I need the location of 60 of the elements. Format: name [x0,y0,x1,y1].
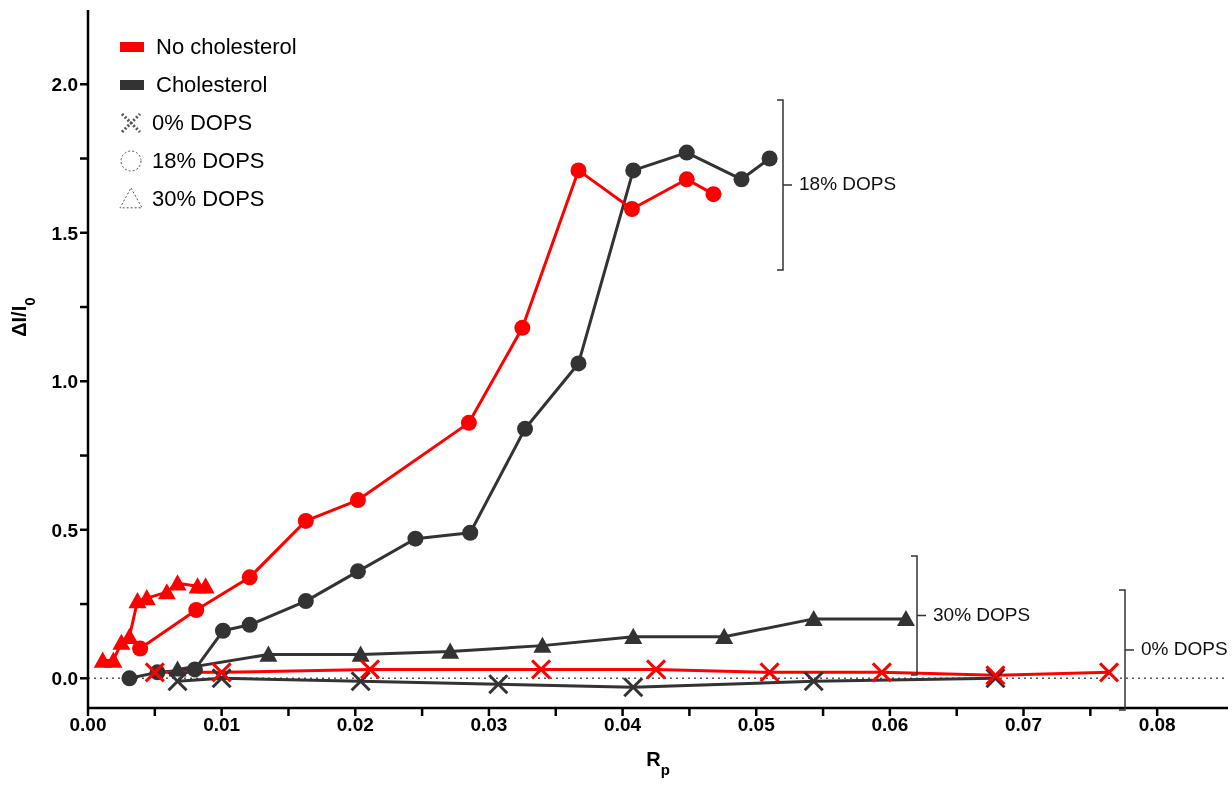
point [241,569,258,586]
point [570,162,587,179]
x-tick-label: 0.05 [737,714,776,736]
x-tick-label: 0.08 [1138,714,1176,736]
point [705,186,722,203]
point [407,530,424,547]
x-axis-title: R$_{p}$ [646,748,670,778]
x-tick-label: 0.07 [1005,714,1043,736]
point [533,636,552,653]
x-tick-label: 0.01 [203,714,241,736]
x-tick-label: 0.06 [871,714,909,736]
y-tick-label: 2.0 [51,74,78,95]
point [351,645,370,662]
point [761,150,778,167]
point [733,171,750,188]
point [132,640,149,657]
y-tick-label: 1.0 [51,371,78,393]
point [104,651,123,668]
point [570,355,587,372]
x-tick-label: 0.03 [470,714,508,736]
annotation: 30% DOPS [152,186,265,211]
point [349,492,366,509]
annotation: No cholesterol [156,34,297,59]
y-tick-label: 0.0 [51,668,78,690]
x-tick-label: 0.00 [69,714,107,736]
point [896,609,915,627]
point [349,563,366,580]
point [297,593,314,610]
annotation: 0% DOPS [1141,638,1228,659]
annotation: 18% DOPS [152,148,265,173]
point [514,319,531,336]
point [186,661,203,678]
point [804,609,823,627]
point [157,583,176,600]
x-tick-label: 0.02 [336,714,374,736]
annotation: 30% DOPS [933,603,1031,625]
x-tick-label: 0.04 [604,714,642,736]
point [678,144,695,161]
annotation: 0% DOPS [152,110,253,135]
point [188,601,205,618]
y-tick-label: 0.5 [51,519,79,541]
point [168,574,187,591]
annotation: 18% DOPS [799,173,897,194]
point [462,524,479,541]
point [460,414,477,431]
point [196,577,215,594]
point [441,642,460,659]
point [241,616,258,633]
point [625,162,642,179]
point [623,201,640,217]
point [678,171,695,188]
point [214,622,231,639]
annotation: Cholesterol [156,72,268,97]
point [715,627,734,644]
point [297,512,314,529]
point [517,420,534,437]
point [259,645,278,662]
point [624,627,643,644]
point [121,670,138,687]
y-tick-label: 1.5 [51,222,79,244]
